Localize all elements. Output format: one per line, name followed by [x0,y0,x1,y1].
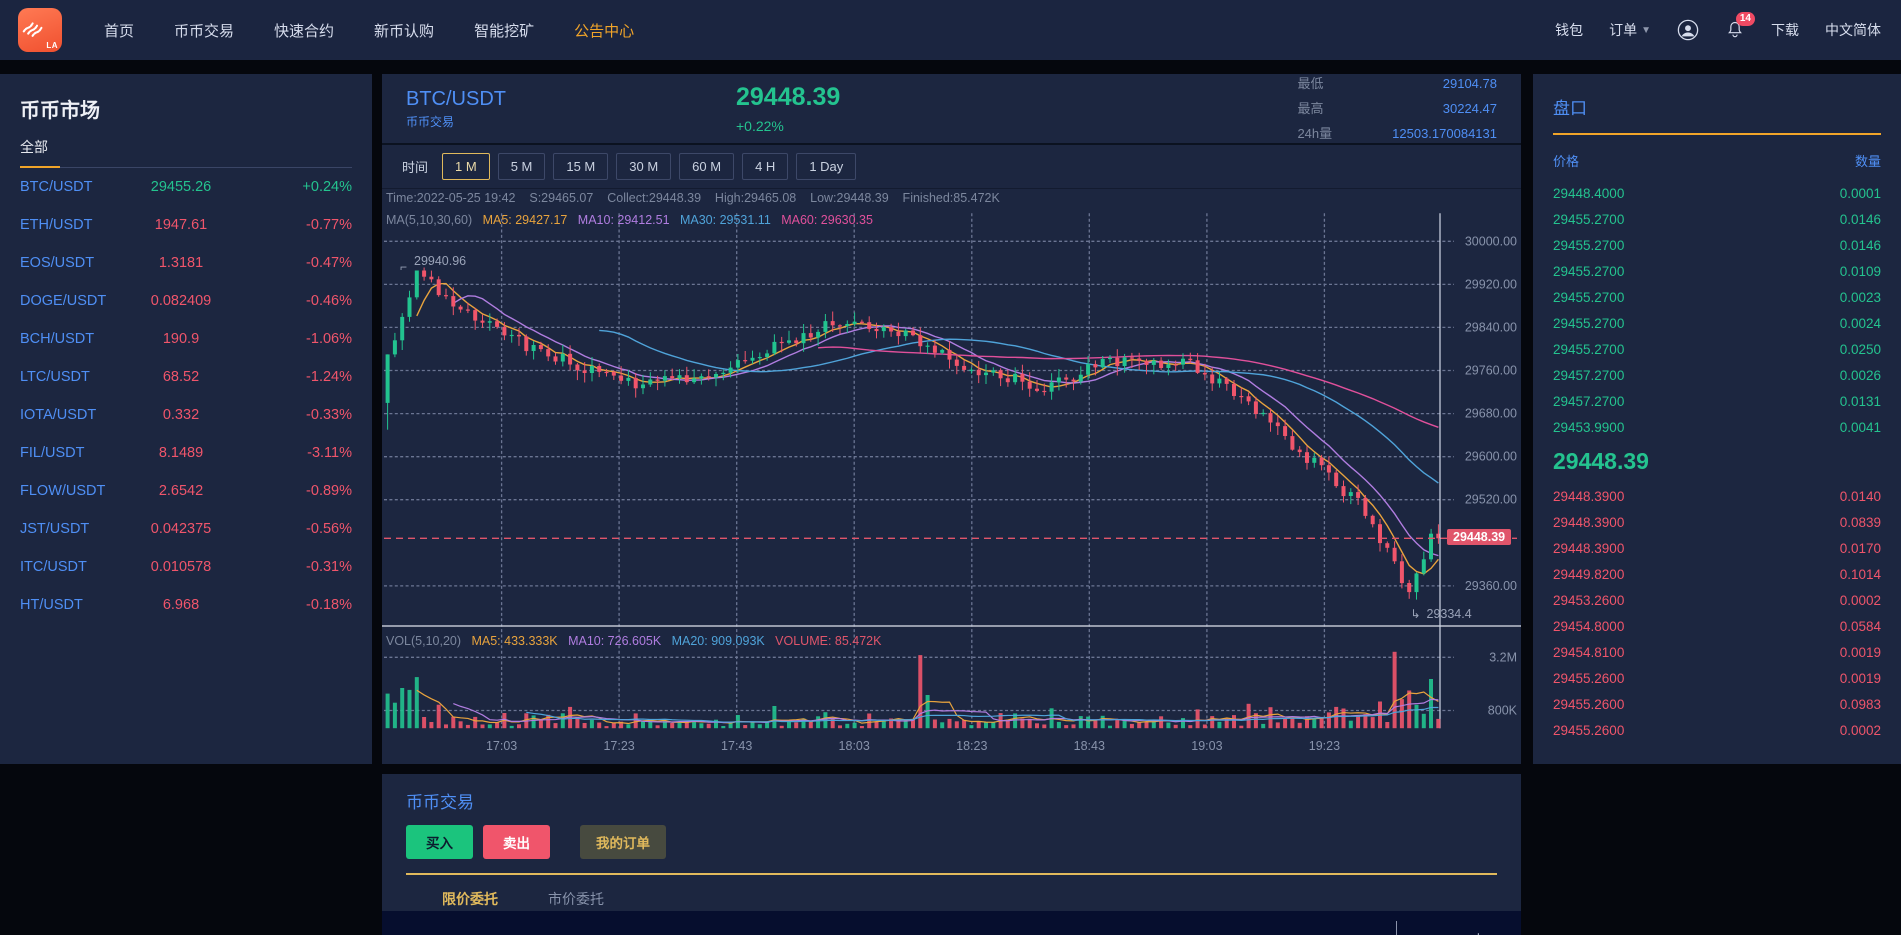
svg-text:29600.00: 29600.00 [1465,450,1517,464]
svg-text:18:43: 18:43 [1074,739,1105,753]
svg-text:29920.00: 29920.00 [1465,277,1517,291]
svg-text:19:23: 19:23 [1309,739,1340,753]
svg-text:18:03: 18:03 [839,739,870,753]
svg-text:29940.96: 29940.96 [414,254,466,268]
svg-text:⌐: ⌐ [400,260,407,274]
svg-text:29680.00: 29680.00 [1465,407,1517,421]
svg-text:29360.00: 29360.00 [1465,579,1517,593]
svg-text:18:23: 18:23 [956,739,987,753]
svg-text:29760.00: 29760.00 [1465,364,1517,378]
svg-text:30000.00: 30000.00 [1465,234,1517,248]
svg-text:17:03: 17:03 [486,739,517,753]
svg-text:↳: ↳ [1411,607,1421,621]
svg-text:29840.00: 29840.00 [1465,320,1517,334]
svg-text:19:03: 19:03 [1191,739,1222,753]
svg-text:17:43: 17:43 [721,739,752,753]
svg-text:3.2M: 3.2M [1489,650,1517,664]
svg-text:29520.00: 29520.00 [1465,493,1517,507]
svg-text:29334.4: 29334.4 [1427,607,1472,621]
svg-text:17:23: 17:23 [603,739,634,753]
svg-text:800K: 800K [1488,704,1518,718]
